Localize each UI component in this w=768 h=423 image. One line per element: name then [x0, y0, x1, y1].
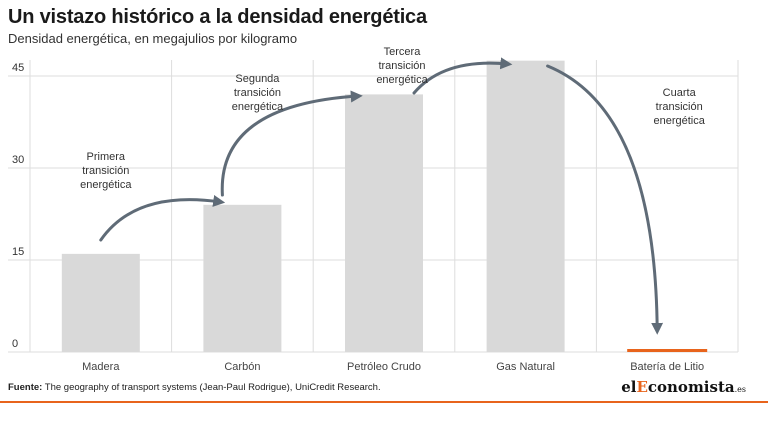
x-tick-label: Gas Natural [496, 361, 555, 373]
transition-arrow [99, 195, 226, 242]
logo-prefix: el [621, 378, 637, 396]
bar [627, 349, 708, 352]
chart-title: Un vistazo histórico a la densidad energ… [8, 6, 427, 28]
transition-label: Tercera transición energética [376, 46, 428, 86]
transition-arrow [220, 90, 363, 197]
y-tick-label: 0 [12, 338, 18, 350]
y-tick-label: 30 [12, 154, 24, 166]
bar [61, 253, 140, 352]
transition-arrow [412, 57, 513, 95]
source-note: Fuente: The geography of transport syste… [8, 382, 381, 393]
source-label: Fuente: [8, 382, 43, 393]
x-tick-label: Carbón [224, 361, 260, 373]
source-text: The geography of transport systems (Jean… [44, 382, 381, 393]
transition-label: Segunda transición energética [232, 73, 284, 113]
el-economista-logo: elEconomista.es [621, 378, 746, 396]
logo-rest: conomista [647, 378, 735, 396]
chart-subtitle: Densidad energética, en megajulios por k… [8, 31, 298, 46]
logo-accent: E [636, 378, 648, 396]
transition-label: Primera transición energética [80, 151, 132, 191]
transition-label: Cuarta transición energética [654, 87, 706, 127]
bar [203, 204, 282, 352]
x-tick-label: Petróleo Crudo [347, 361, 421, 373]
bar [345, 94, 423, 353]
x-tick-label: Batería de Litio [630, 361, 704, 373]
x-tick-label: Madera [82, 361, 120, 373]
bar [486, 60, 565, 353]
y-tick-label: 15 [12, 246, 24, 258]
logo-suffix: .es [734, 385, 746, 394]
bottom-rule [0, 401, 768, 403]
transition-arrow [546, 64, 664, 335]
y-tick-label: 45 [12, 62, 24, 74]
